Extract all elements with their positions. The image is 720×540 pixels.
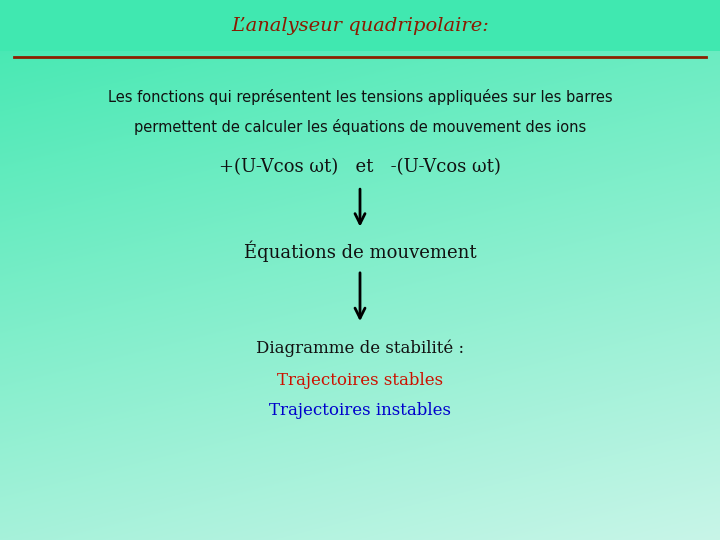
Text: Diagramme de stabilité :: Diagramme de stabilité : [256,340,464,357]
Text: +(U-Vcos ωt)   et   -(U-Vcos ωt): +(U-Vcos ωt) et -(U-Vcos ωt) [219,158,501,177]
Text: Trajectoires stables: Trajectoires stables [277,372,443,389]
Text: L’analyseur quadripolaire:: L’analyseur quadripolaire: [231,17,489,35]
Text: Trajectoires instables: Trajectoires instables [269,402,451,419]
FancyBboxPatch shape [0,0,720,51]
Text: permettent de calculer les équations de mouvement des ions: permettent de calculer les équations de … [134,119,586,135]
Text: Les fonctions qui représentent les tensions appliquées sur les barres: Les fonctions qui représentent les tensi… [108,89,612,105]
Text: Équations de mouvement: Équations de mouvement [243,240,477,262]
